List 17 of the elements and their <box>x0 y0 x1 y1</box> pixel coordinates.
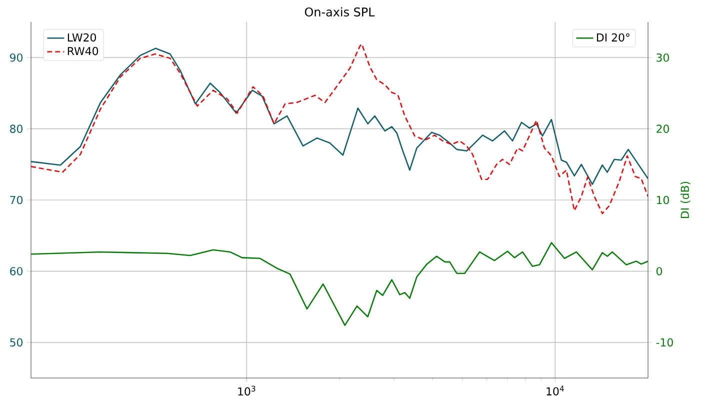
legend-label: LW20 <box>68 33 96 42</box>
y2-tick-label: 20 <box>656 124 669 133</box>
x-tick-label: 10$^{4}$ <box>546 386 564 396</box>
y2-tick-label: 0 <box>656 267 662 276</box>
legend-label: DI 20° <box>596 33 630 42</box>
y2-tick-label: 10 <box>656 196 669 204</box>
y2-tick-label: -10 <box>656 338 673 347</box>
y-tick-label: 80 <box>10 124 22 133</box>
y-tick-label: 50 <box>10 338 22 347</box>
x-tick-label: 10$^{3}$ <box>238 386 256 396</box>
y-tick-label: 60 <box>10 267 22 276</box>
y2-tick-label: 30 <box>656 53 669 62</box>
chart-title: On-axis SPL <box>304 7 375 16</box>
y2-axis-title: DI (dB) <box>680 182 690 218</box>
y-tick-label: 70 <box>10 196 22 204</box>
legend-label: RW40 <box>68 46 98 56</box>
y-tick-label: 90 <box>10 53 22 62</box>
